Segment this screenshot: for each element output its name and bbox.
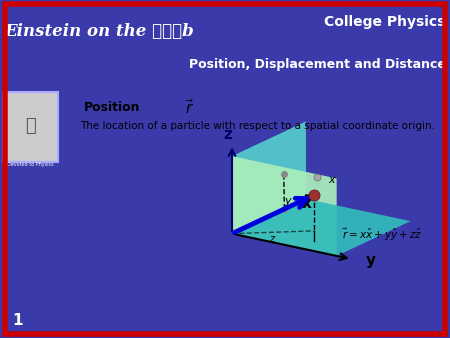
Text: x: x (328, 175, 335, 185)
Text: $\vec{r} = x\hat{x}+y\hat{y}+z\hat{z}$: $\vec{r} = x\hat{x}+y\hat{y}+z\hat{z}$ (342, 227, 423, 243)
Text: Devoted to Physics: Devoted to Physics (7, 162, 54, 167)
Text: z: z (224, 127, 233, 142)
Text: z: z (269, 234, 274, 244)
Text: x: x (302, 196, 311, 211)
Polygon shape (232, 156, 337, 256)
Text: y: y (284, 196, 290, 206)
Text: College Physics: College Physics (324, 16, 446, 29)
Text: y: y (366, 253, 376, 268)
Polygon shape (232, 121, 306, 234)
Text: Position: Position (84, 101, 140, 114)
Text: Einstein on the جبةb: Einstein on the جبةb (4, 23, 194, 40)
FancyBboxPatch shape (3, 92, 58, 162)
Text: $\vec{r}$: $\vec{r}$ (185, 98, 195, 117)
Text: The location of a particle with respect to a spatial coordinate origin.: The location of a particle with respect … (80, 121, 435, 130)
Polygon shape (232, 199, 410, 256)
Text: 1: 1 (12, 313, 22, 328)
Text: 🧑: 🧑 (25, 117, 36, 135)
Text: Position, Displacement and Distance: Position, Displacement and Distance (189, 58, 446, 71)
